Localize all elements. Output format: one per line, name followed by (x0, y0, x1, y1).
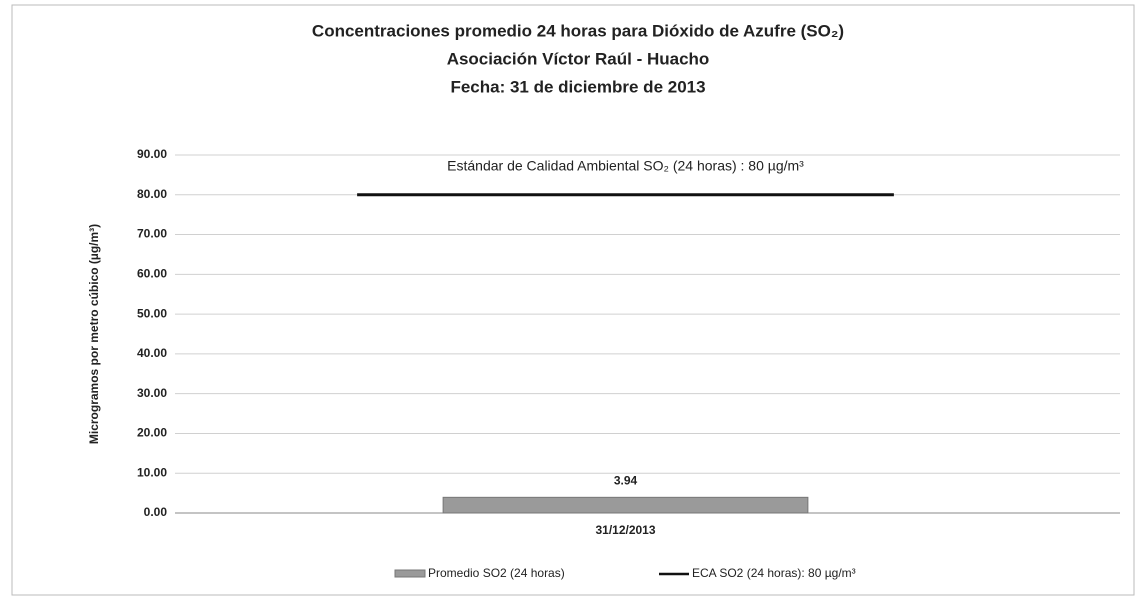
legend-swatch (394, 569, 426, 578)
y-tick-label: 70.00 (137, 227, 167, 241)
y-tick-label: 90.00 (137, 147, 167, 161)
chart-title: Concentraciones promedio 24 horas para D… (312, 21, 844, 40)
chart-subtitle: Asociación Víctor Raúl - Huacho (447, 49, 710, 68)
y-tick-label: 50.00 (137, 306, 167, 320)
y-tick-label: 10.00 (137, 465, 167, 479)
y-tick-label: 40.00 (137, 346, 167, 360)
y-tick-label: 60.00 (137, 267, 167, 281)
bar (442, 496, 809, 514)
annotation: Estándar de Calidad Ambiental SO₂ (24 ho… (447, 157, 804, 173)
legend-label: Promedio SO2 (24 horas) (428, 566, 565, 580)
y-tick-label: 0.00 (144, 505, 168, 519)
legend-label: ECA SO2 (24 horas): 80 µg/m³ (692, 566, 856, 580)
y-axis-label: Microgramos por metro cúbico (µg/m³) (87, 224, 101, 444)
y-tick-label: 30.00 (137, 386, 167, 400)
x-tick-label: 31/12/2013 (595, 523, 655, 537)
y-tick-label: 80.00 (137, 187, 167, 201)
data-label: 3.94 (614, 473, 638, 487)
chart-date: Fecha: 31 de diciembre de 2013 (450, 77, 705, 96)
y-tick-label: 20.00 (137, 426, 167, 440)
chart-frame (11, 4, 1135, 596)
